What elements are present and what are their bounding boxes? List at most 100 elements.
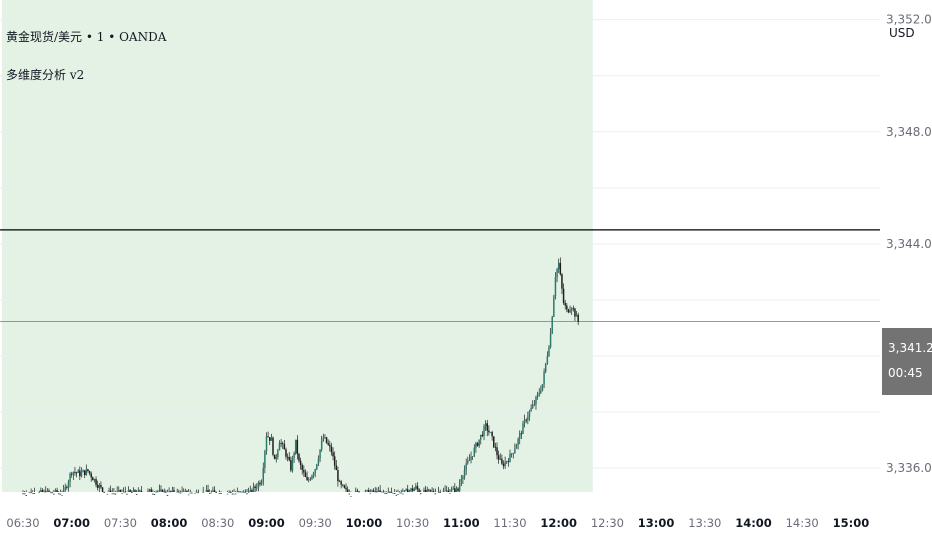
candle bbox=[252, 482, 255, 492]
candle bbox=[544, 362, 547, 374]
time-tick-label: 14:00 bbox=[735, 516, 772, 530]
time-tick-label: 09:00 bbox=[248, 516, 285, 530]
candle bbox=[307, 477, 310, 483]
candle bbox=[368, 487, 370, 492]
candle bbox=[327, 439, 329, 446]
candle bbox=[488, 425, 490, 436]
candle bbox=[139, 489, 141, 492]
candle bbox=[213, 486, 216, 492]
candle bbox=[254, 484, 256, 492]
time-tick-label: 12:00 bbox=[540, 516, 577, 530]
candle bbox=[299, 457, 302, 470]
candle bbox=[426, 486, 428, 492]
candle bbox=[100, 481, 102, 489]
time-tick-label: 07:30 bbox=[104, 516, 137, 530]
time-tick-label: 11:00 bbox=[443, 516, 480, 530]
candle bbox=[70, 471, 73, 478]
candle bbox=[182, 488, 185, 492]
candle bbox=[291, 455, 294, 473]
candle bbox=[522, 420, 524, 435]
candle bbox=[489, 431, 492, 433]
candle bbox=[59, 489, 62, 495]
time-axis[interactable]: 06:30 07:00 07:30 08:00 08:30 09:00 09:30 10:00… bbox=[6, 516, 869, 530]
candle bbox=[395, 490, 398, 496]
candle bbox=[320, 435, 323, 452]
candle bbox=[116, 486, 118, 493]
candle bbox=[332, 447, 334, 461]
candle bbox=[264, 449, 266, 474]
candle bbox=[546, 351, 549, 365]
candle bbox=[486, 419, 489, 437]
candle bbox=[570, 307, 573, 315]
candle bbox=[424, 485, 427, 492]
candle bbox=[514, 443, 516, 454]
candle bbox=[541, 384, 544, 392]
candle bbox=[189, 489, 191, 494]
candle bbox=[480, 434, 482, 445]
candle bbox=[202, 486, 204, 494]
candle bbox=[428, 488, 430, 492]
candle bbox=[106, 491, 109, 495]
candle bbox=[268, 437, 271, 446]
indicator-legend[interactable]: 多维度分析 v2 bbox=[6, 68, 85, 82]
candle bbox=[243, 490, 245, 493]
candle bbox=[575, 311, 578, 317]
candle bbox=[497, 450, 500, 464]
candle bbox=[518, 430, 521, 445]
candle bbox=[324, 434, 326, 439]
price-axis[interactable]: 3,352.000 3,348.000 3,344.000 3,336.000 bbox=[886, 13, 932, 476]
candle bbox=[134, 489, 136, 492]
candle bbox=[470, 451, 472, 464]
candle bbox=[382, 489, 385, 493]
currency-label[interactable]: USD bbox=[889, 26, 915, 40]
price-tick-label: 3,336.000 bbox=[886, 461, 932, 475]
price-tick-label: 3,348.000 bbox=[886, 125, 932, 139]
candle bbox=[298, 452, 300, 463]
candle bbox=[530, 404, 532, 412]
candle bbox=[358, 490, 360, 493]
candle bbox=[31, 490, 34, 494]
candle bbox=[93, 478, 96, 483]
candle bbox=[405, 488, 407, 492]
candle bbox=[329, 440, 331, 452]
candle bbox=[423, 487, 425, 492]
candle bbox=[220, 491, 222, 494]
candle bbox=[294, 439, 297, 455]
candle bbox=[502, 460, 505, 470]
candle bbox=[169, 490, 172, 493]
candle bbox=[311, 474, 313, 480]
candle bbox=[390, 487, 393, 493]
candle bbox=[96, 480, 99, 491]
candle bbox=[410, 487, 412, 492]
candle bbox=[132, 487, 135, 492]
bar-countdown: 00:45 bbox=[888, 366, 923, 380]
candle bbox=[411, 484, 414, 492]
candle bbox=[121, 489, 123, 494]
candle bbox=[249, 485, 252, 492]
candle bbox=[127, 486, 130, 492]
candle bbox=[471, 455, 474, 460]
candle bbox=[290, 456, 292, 473]
candle bbox=[314, 468, 316, 478]
candle bbox=[109, 485, 112, 492]
candle bbox=[393, 488, 396, 494]
candle bbox=[168, 487, 170, 493]
candle bbox=[67, 479, 70, 492]
candle bbox=[278, 440, 281, 451]
candle bbox=[205, 485, 208, 492]
candle bbox=[335, 460, 338, 471]
candle bbox=[238, 490, 240, 493]
candle bbox=[236, 487, 239, 493]
candle bbox=[241, 491, 243, 493]
symbol-legend[interactable]: 黄金现货/美元 • 1 • OANDA bbox=[6, 30, 167, 44]
candle bbox=[62, 484, 65, 492]
candle bbox=[181, 486, 183, 493]
candle bbox=[208, 489, 211, 494]
candle bbox=[54, 488, 57, 492]
time-tick-label: 12:30 bbox=[591, 516, 624, 530]
candle bbox=[191, 491, 193, 494]
candle bbox=[257, 480, 260, 492]
candle bbox=[406, 484, 409, 492]
candle bbox=[156, 490, 159, 493]
